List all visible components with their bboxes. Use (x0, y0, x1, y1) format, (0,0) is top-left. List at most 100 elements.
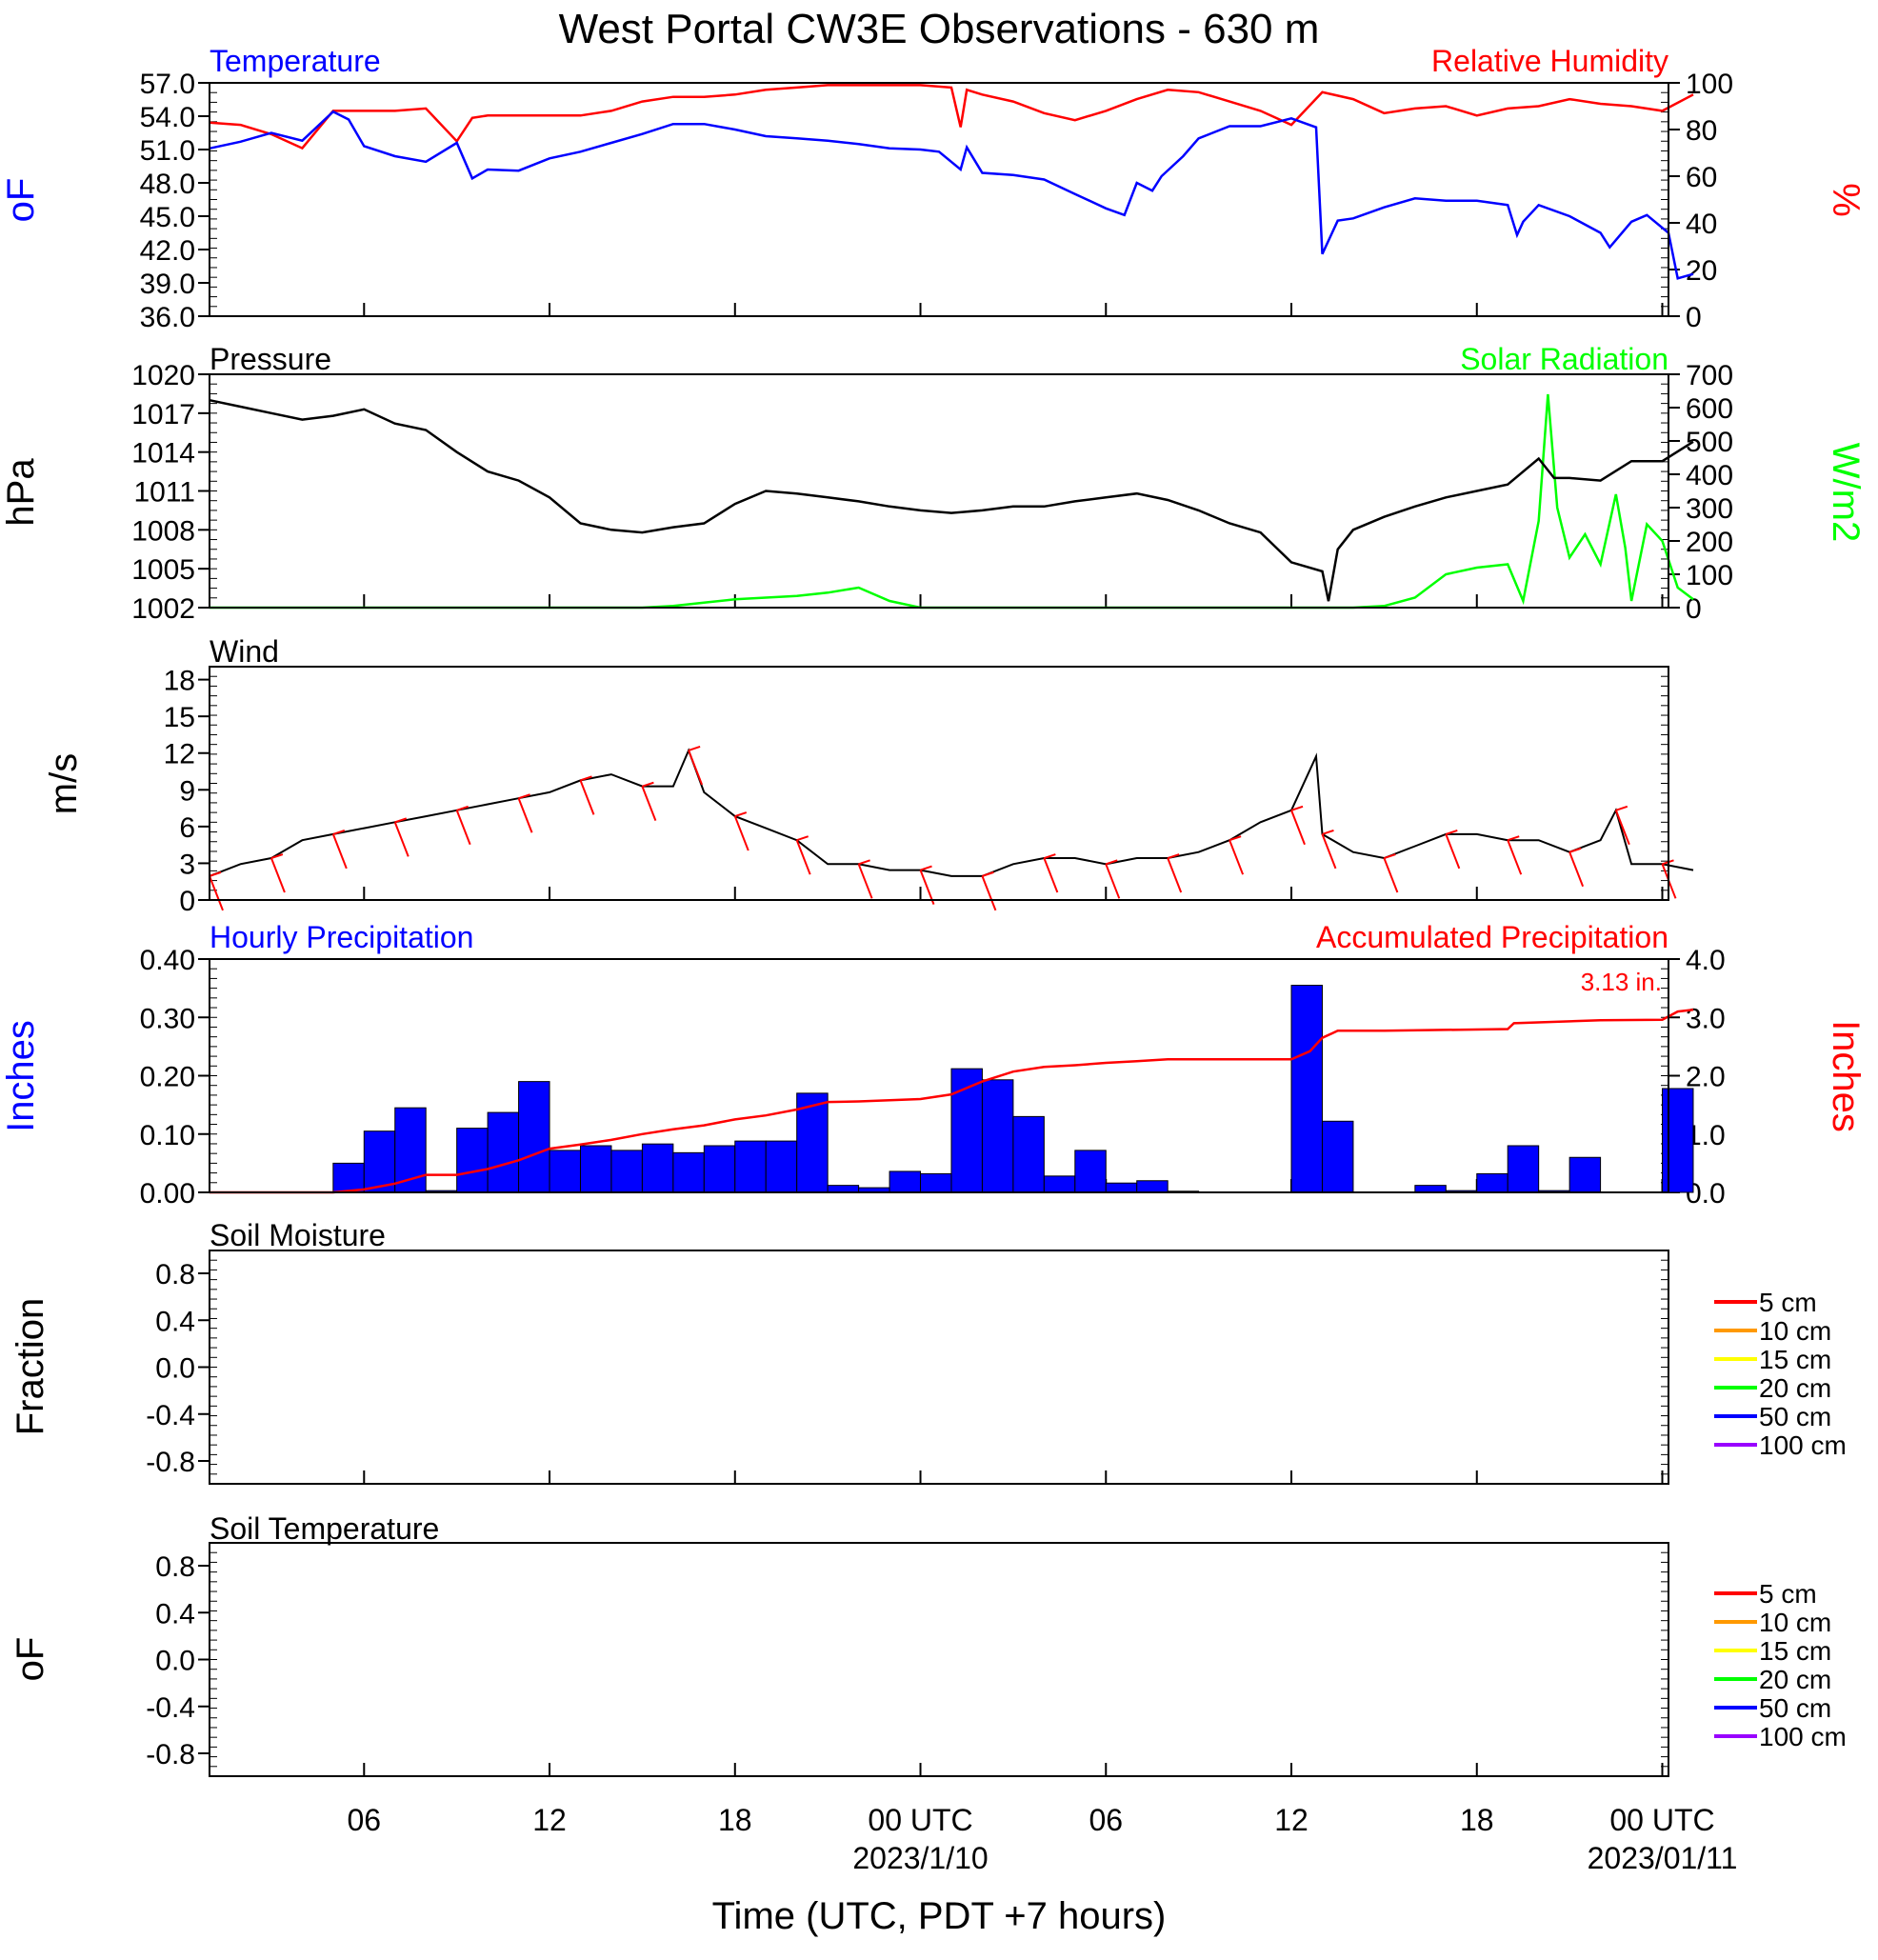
wind-barb (579, 779, 595, 815)
wind-barb-flag (734, 811, 748, 817)
wind-barb (733, 815, 749, 851)
wind-barb-flag (642, 781, 654, 788)
panel-temp-rh: Temperature Relative Humidity oF % 57.05… (0, 44, 1867, 333)
humidity-unit: % (1825, 183, 1867, 217)
solar-line (210, 393, 1694, 610)
precip-bar (765, 1140, 798, 1193)
wind-tick: 15 (164, 702, 195, 733)
precip-bar (1568, 1156, 1602, 1193)
pressure-tick: 1008 (131, 515, 195, 547)
hourly-precip-unit: Inches (0, 1020, 42, 1132)
accum-precip-tick: 4.0 (1686, 945, 1726, 976)
pressure-line (209, 398, 1694, 602)
wind-barb-flag (209, 870, 222, 877)
humidity-title: Relative Humidity (1431, 44, 1668, 78)
wind-barb (641, 786, 657, 822)
wind-barb (1321, 833, 1337, 870)
legend-label: 50 cm (1759, 1402, 1831, 1431)
x-tick-label: 00 UTC (868, 1803, 972, 1837)
humidity-line (209, 84, 1694, 150)
wind-barb-flag (1105, 859, 1118, 866)
legend-label: 15 cm (1759, 1345, 1831, 1374)
legend-label: 15 cm (1759, 1636, 1831, 1666)
precip-bar (734, 1140, 767, 1193)
humidity-tick-labels: 100 80 60 40 20 0 (1668, 69, 1733, 333)
legend-label: 10 cm (1759, 1316, 1831, 1346)
accum-total-label: 3.13 in. (1581, 968, 1662, 996)
precip-bar (1476, 1172, 1508, 1193)
chart-title: West Portal CW3E Observations - 630 m (559, 6, 1320, 52)
x-tick-label: 18 (1460, 1803, 1494, 1837)
pressure-tick: 1020 (131, 360, 195, 391)
wind-barb (331, 833, 348, 870)
accum-precip-tick: 3.0 (1686, 1003, 1726, 1034)
x-axis-tick-labels: 06 12 18 00 UTC 2023/1/10 06 12 18 00 UTC 2023/01… (347, 1803, 1737, 1875)
humidity-tick: 0 (1686, 302, 1702, 333)
pressure-unit: hPa (0, 458, 42, 527)
temp-rh-frame (209, 82, 1669, 317)
panel-soil-temperature: Soil Temperature oF 0.8 0.4 0.0 -0.4 -0.8 5 … (10, 1511, 1847, 1777)
precip-bar (610, 1150, 643, 1193)
solar-tick: 400 (1686, 460, 1733, 491)
humidity-tick: 80 (1686, 115, 1717, 147)
temperature-tick: 57.0 (140, 69, 195, 100)
wind-barb (209, 875, 224, 911)
wind-barb-flag (1445, 829, 1458, 835)
temperature-title: Temperature (210, 44, 381, 78)
soil-moisture-unit: Fraction (10, 1298, 51, 1436)
hourly-precip-title: Hourly Precipitation (210, 920, 473, 954)
precip-series (210, 958, 1694, 1194)
wind-barb (270, 857, 286, 893)
legend-label: 20 cm (1759, 1665, 1831, 1694)
wind-barb (393, 821, 410, 857)
wind-barb (919, 870, 935, 905)
precip-bar (1012, 1115, 1045, 1193)
precip-bar (981, 1079, 1014, 1193)
x-tick-label: 12 (532, 1803, 567, 1837)
panel-wind: Wind m/s 18 15 12 9 6 3 0 (43, 634, 1694, 917)
solar-tick: 700 (1686, 360, 1733, 391)
soil-temperature-unit: oF (10, 1637, 51, 1682)
wind-barb (1568, 851, 1585, 888)
soil-temperature-tick: 0.8 (155, 1551, 195, 1583)
legend-label: 5 cm (1759, 1579, 1817, 1609)
pressure-tick: 1011 (133, 477, 195, 509)
temp-rh-series (209, 82, 1694, 317)
precip-bar (487, 1111, 520, 1193)
hourly-precip-tick: 0.30 (140, 1003, 195, 1034)
precip-bar (672, 1151, 705, 1193)
precip-bar (796, 1092, 829, 1193)
soil-moisture-tick: -0.8 (146, 1447, 195, 1478)
wind-barb-flag (1507, 835, 1520, 842)
wind-barb-flag (456, 805, 469, 811)
pressure-solar-series (209, 373, 1694, 610)
wind-barb-flag (982, 870, 994, 877)
temperature-tick: 48.0 (140, 169, 195, 200)
soil-moisture-tick: 0.8 (155, 1259, 195, 1290)
temperature-tick: 51.0 (140, 135, 195, 167)
precip-bar (549, 1150, 581, 1193)
panel-pressure: Pressure Solar Radiation hPa W/m2 102010… (0, 342, 1867, 625)
wind-barb (1445, 833, 1461, 870)
soil-temperature-title: Soil Temperature (210, 1511, 439, 1546)
solar-title: Solar Radiation (1460, 342, 1668, 376)
wind-barb (981, 875, 997, 911)
humidity-tick: 100 (1686, 69, 1733, 100)
precip-bar (1414, 1185, 1447, 1193)
hourly-precip-tick: 0.00 (140, 1178, 195, 1210)
wind-barb-flag (580, 775, 592, 782)
soil-moisture-frame (209, 1250, 1669, 1485)
x-tick-date: 2023/01/11 (1588, 1841, 1738, 1875)
temperature-tick: 54.0 (140, 102, 195, 133)
precip-bar (1321, 1120, 1354, 1193)
wind-barb (1507, 839, 1523, 875)
solar-tick: 200 (1686, 527, 1733, 558)
hourly-precip-tick-labels: 0.40 0.30 0.20 0.10 0.00 (140, 945, 210, 1210)
pressure-title: Pressure (210, 342, 331, 376)
wind-frame (209, 666, 1669, 901)
wind-tick-labels: 18 15 12 9 6 3 0 (164, 666, 210, 917)
precip-bar (363, 1130, 396, 1193)
x-tick-date: 2023/1/10 (852, 1841, 988, 1875)
